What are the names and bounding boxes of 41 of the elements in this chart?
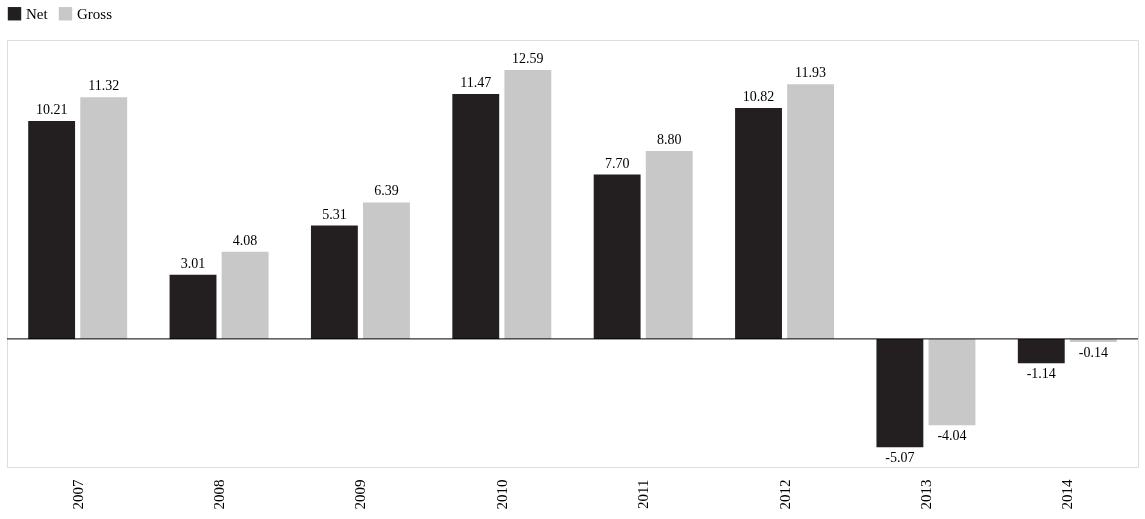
bar [645, 151, 693, 339]
bar [1017, 338, 1065, 364]
data-label: -1.14 [1026, 366, 1056, 382]
x-tick-label: 2007 [69, 479, 86, 510]
data-label: 3.01 [180, 255, 206, 271]
bar [928, 338, 976, 426]
data-label: 11.93 [795, 65, 827, 81]
bar [787, 84, 835, 339]
x-tick-label: 2011 [635, 479, 652, 509]
data-label: -4.04 [937, 428, 967, 444]
bar [452, 94, 500, 339]
x-tick-label: 2012 [776, 479, 793, 510]
data-label: -0.14 [1078, 344, 1108, 360]
data-label: 8.80 [656, 132, 682, 148]
legend-label: Net [26, 5, 49, 22]
bar [28, 120, 76, 339]
bar [80, 97, 128, 339]
x-tick-label: 2010 [493, 479, 510, 510]
data-label: 7.70 [604, 155, 630, 171]
x-tick-label: 2014 [1059, 479, 1076, 510]
data-label: 11.47 [460, 75, 492, 91]
legend-label: Gross [77, 5, 113, 22]
bar [593, 174, 641, 339]
x-tick-label: 2009 [352, 479, 369, 510]
data-label: 5.31 [322, 206, 347, 222]
bar [363, 202, 410, 339]
data-label: 11.32 [88, 78, 120, 94]
bar [876, 338, 924, 448]
data-label: -5.07 [885, 450, 915, 466]
bar [504, 70, 552, 339]
data-label: 10.21 [35, 101, 68, 117]
data-label: 10.82 [742, 88, 775, 104]
data-label: 12.59 [512, 51, 544, 67]
bar [221, 251, 269, 339]
bar [310, 225, 358, 339]
data-label: 4.08 [232, 232, 258, 248]
bar [735, 107, 782, 339]
data-label: 6.39 [374, 183, 399, 199]
x-tick-label: 2008 [211, 479, 228, 510]
bar [169, 274, 217, 339]
x-tick-label: 2013 [917, 479, 934, 510]
